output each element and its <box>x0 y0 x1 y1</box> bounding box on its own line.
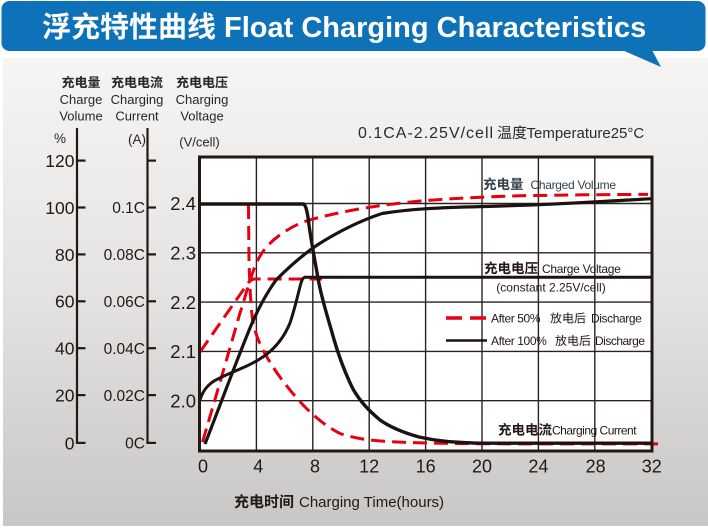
svg-text:After 50%: After 50% <box>491 312 541 326</box>
svg-text:(A): (A) <box>128 132 146 147</box>
svg-text:Float Charging Characteristics: Float Charging Characteristics <box>224 12 646 44</box>
svg-text:60: 60 <box>55 292 75 312</box>
svg-text:%: % <box>54 131 66 146</box>
svg-text:0.1C: 0.1C <box>112 200 145 217</box>
svg-text:32: 32 <box>642 457 662 477</box>
svg-text:Discharge: Discharge <box>591 312 642 326</box>
svg-text:0.04C: 0.04C <box>104 341 145 358</box>
svg-text:8: 8 <box>310 457 320 477</box>
svg-text:Voltage: Voltage <box>180 109 223 124</box>
svg-text:Charging: Charging <box>111 92 164 107</box>
svg-text:28: 28 <box>586 457 606 477</box>
svg-text:80: 80 <box>55 245 75 265</box>
svg-text:4: 4 <box>253 457 263 477</box>
svg-text:0: 0 <box>198 457 208 477</box>
svg-text:Charging: Charging <box>176 92 229 107</box>
svg-text:0.02C: 0.02C <box>104 388 145 405</box>
svg-text:Charged Volume: Charged Volume <box>531 178 617 192</box>
svg-text:(constant 2.25V/cell): (constant 2.25V/cell) <box>496 281 605 295</box>
svg-text:24: 24 <box>528 457 548 477</box>
svg-text:Temperature25°C: Temperature25°C <box>527 125 645 142</box>
svg-text:0: 0 <box>65 433 75 453</box>
svg-text:2.0: 2.0 <box>170 390 196 411</box>
svg-text:100: 100 <box>45 198 74 218</box>
svg-text:0.08C: 0.08C <box>104 247 145 264</box>
svg-text:0C: 0C <box>125 436 145 453</box>
svg-text:Charge Voltage: Charge Voltage <box>542 262 621 276</box>
svg-text:Volume: Volume <box>59 109 102 124</box>
svg-text:2.1: 2.1 <box>170 341 196 362</box>
svg-text:0.1CA-2.25V/cell: 0.1CA-2.25V/cell <box>358 125 494 142</box>
svg-text:Charge: Charge <box>60 92 103 107</box>
svg-text:2.3: 2.3 <box>170 243 196 264</box>
svg-text:12: 12 <box>359 457 379 477</box>
svg-text:After 100%: After 100% <box>491 334 547 348</box>
svg-text:20: 20 <box>472 457 492 477</box>
svg-text:Charging Current: Charging Current <box>552 424 637 438</box>
svg-text:Discharge: Discharge <box>595 334 645 348</box>
svg-text:Charging Time(hours): Charging Time(hours) <box>299 494 444 511</box>
svg-text:40: 40 <box>55 339 75 359</box>
svg-text:0.06C: 0.06C <box>104 294 145 311</box>
svg-text:(V/cell): (V/cell) <box>179 135 219 150</box>
svg-text:120: 120 <box>45 151 74 171</box>
svg-text:2.2: 2.2 <box>170 292 196 313</box>
svg-text:16: 16 <box>416 457 436 477</box>
svg-text:20: 20 <box>55 386 75 406</box>
svg-text:2.4: 2.4 <box>170 193 196 214</box>
svg-text:Current: Current <box>115 109 159 124</box>
